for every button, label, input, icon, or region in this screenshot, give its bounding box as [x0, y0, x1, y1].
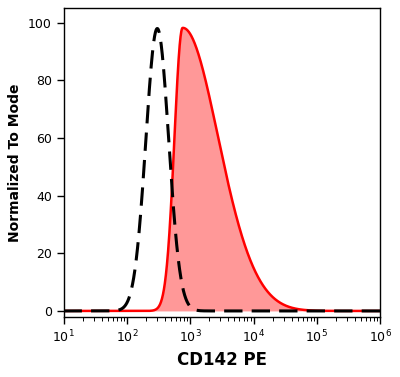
- Y-axis label: Normalized To Mode: Normalized To Mode: [8, 83, 22, 242]
- X-axis label: CD142 PE: CD142 PE: [177, 351, 267, 369]
